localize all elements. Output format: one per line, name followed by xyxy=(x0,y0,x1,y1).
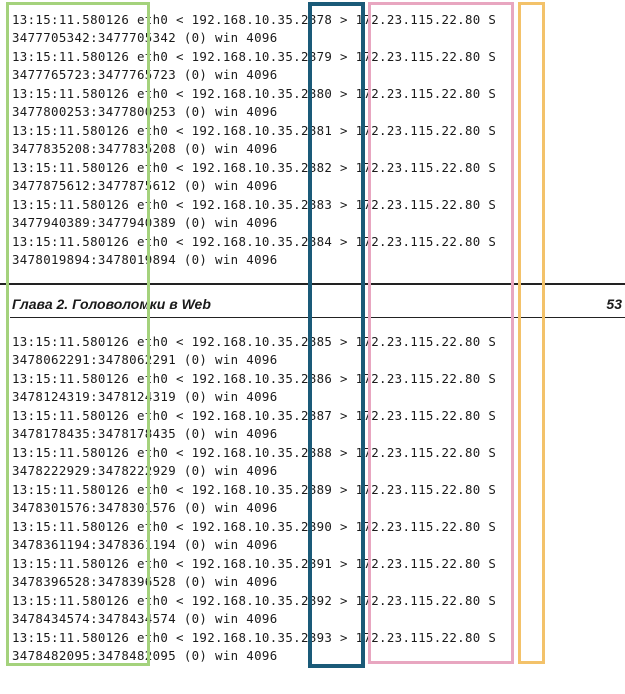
log-line-header: 13:15:11.580126 eth0 < 192.168.10.35.288… xyxy=(12,408,497,423)
log-line-seq: 3477940389:3477940389 (0) win 4096 xyxy=(12,215,278,230)
log-entry: 13:15:11.580126 eth0 < 192.168.10.35.288… xyxy=(12,333,612,370)
log-line-seq: 3478222929:3478222929 (0) win 4096 xyxy=(12,463,278,478)
log-entry: 13:15:11.580126 eth0 < 192.168.10.35.288… xyxy=(12,481,612,518)
log-entry: 13:15:11.580126 eth0 < 192.168.10.35.289… xyxy=(12,592,612,629)
log-line-seq: 3478396528:3478396528 (0) win 4096 xyxy=(12,574,278,589)
log-block-bottom: 13:15:11.580126 eth0 < 192.168.10.35.288… xyxy=(12,333,612,666)
log-line-header: 13:15:11.580126 eth0 < 192.168.10.35.287… xyxy=(12,12,497,27)
log-line-seq: 3477705342:3477705342 (0) win 4096 xyxy=(12,30,278,45)
page-number: 53 xyxy=(606,296,622,312)
log-line-seq: 3478178435:3478178435 (0) win 4096 xyxy=(12,426,278,441)
log-entry: 13:15:11.580126 eth0 < 192.168.10.35.287… xyxy=(12,11,612,48)
log-line-seq: 3478361194:3478361194 (0) win 4096 xyxy=(12,537,278,552)
log-line-header: 13:15:11.580126 eth0 < 192.168.10.35.288… xyxy=(12,234,497,249)
log-line-seq: 3478301576:3478301576 (0) win 4096 xyxy=(12,500,278,515)
chapter-title: Глава 2. Головоломки в Web xyxy=(12,296,211,312)
log-line-header: 13:15:11.580126 eth0 < 192.168.10.35.289… xyxy=(12,556,497,571)
log-line-header: 13:15:11.580126 eth0 < 192.168.10.35.288… xyxy=(12,160,497,175)
log-line-seq: 3477875612:3477875612 (0) win 4096 xyxy=(12,178,278,193)
log-line-header: 13:15:11.580126 eth0 < 192.168.10.35.289… xyxy=(12,519,497,534)
log-line-header: 13:15:11.580126 eth0 < 192.168.10.35.288… xyxy=(12,197,497,212)
log-line-seq: 3477800253:3477800253 (0) win 4096 xyxy=(12,104,278,119)
log-entry: 13:15:11.580126 eth0 < 192.168.10.35.288… xyxy=(12,233,612,270)
log-line-seq: 3478019894:3478019894 (0) win 4096 xyxy=(12,252,278,267)
page-header: Глава 2. Головоломки в Web 53 xyxy=(12,296,622,316)
log-entry: 13:15:11.580126 eth0 < 192.168.10.35.287… xyxy=(12,48,612,85)
log-entry: 13:15:11.580126 eth0 < 192.168.10.35.289… xyxy=(12,518,612,555)
log-entry: 13:15:11.580126 eth0 < 192.168.10.35.288… xyxy=(12,370,612,407)
log-line-seq: 3478124319:3478124319 (0) win 4096 xyxy=(12,389,278,404)
log-line-header: 13:15:11.580126 eth0 < 192.168.10.35.288… xyxy=(12,482,497,497)
header-top-rule xyxy=(0,283,625,285)
log-line-header: 13:15:11.580126 eth0 < 192.168.10.35.288… xyxy=(12,86,497,101)
log-entry: 13:15:11.580126 eth0 < 192.168.10.35.288… xyxy=(12,122,612,159)
log-entry: 13:15:11.580126 eth0 < 192.168.10.35.288… xyxy=(12,407,612,444)
log-entry: 13:15:11.580126 eth0 < 192.168.10.35.288… xyxy=(12,159,612,196)
log-line-header: 13:15:11.580126 eth0 < 192.168.10.35.288… xyxy=(12,123,497,138)
log-line-seq: 3477765723:3477765723 (0) win 4096 xyxy=(12,67,278,82)
log-line-seq: 3478482095:3478482095 (0) win 4096 xyxy=(12,648,278,663)
log-line-seq: 3478062291:3478062291 (0) win 4096 xyxy=(12,352,278,367)
log-line-header: 13:15:11.580126 eth0 < 192.168.10.35.288… xyxy=(12,334,497,349)
log-entry: 13:15:11.580126 eth0 < 192.168.10.35.288… xyxy=(12,196,612,233)
log-line-header: 13:15:11.580126 eth0 < 192.168.10.35.288… xyxy=(12,371,497,386)
log-line-header: 13:15:11.580126 eth0 < 192.168.10.35.289… xyxy=(12,630,497,645)
log-entry: 13:15:11.580126 eth0 < 192.168.10.35.289… xyxy=(12,555,612,592)
log-line-header: 13:15:11.580126 eth0 < 192.168.10.35.287… xyxy=(12,49,497,64)
log-entry: 13:15:11.580126 eth0 < 192.168.10.35.289… xyxy=(12,629,612,666)
log-entry: 13:15:11.580126 eth0 < 192.168.10.35.288… xyxy=(12,444,612,481)
log-entry: 13:15:11.580126 eth0 < 192.168.10.35.288… xyxy=(12,85,612,122)
log-line-header: 13:15:11.580126 eth0 < 192.168.10.35.288… xyxy=(12,445,497,460)
log-block-top: 13:15:11.580126 eth0 < 192.168.10.35.287… xyxy=(12,11,612,270)
log-line-seq: 3478434574:3478434574 (0) win 4096 xyxy=(12,611,278,626)
header-bottom-rule xyxy=(10,317,625,318)
log-line-header: 13:15:11.580126 eth0 < 192.168.10.35.289… xyxy=(12,593,497,608)
log-line-seq: 3477835208:3477835208 (0) win 4096 xyxy=(12,141,278,156)
